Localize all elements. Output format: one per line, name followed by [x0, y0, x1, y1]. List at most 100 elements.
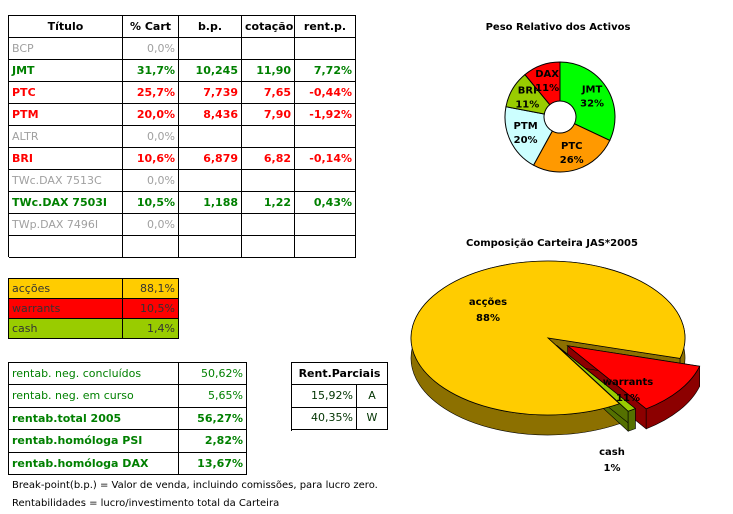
table-cell	[9, 236, 123, 258]
pie-slice	[556, 345, 637, 412]
slice-value-label: 11%	[515, 100, 539, 111]
table-cell: TWc.DAX 7513C	[9, 170, 123, 192]
table-cell: TWc.DAX 7503I	[9, 192, 123, 214]
table-cell	[295, 214, 356, 236]
table-cell: 20,0%	[123, 104, 179, 126]
table: Rent.Parciais 15,92% A 40,35% W	[291, 362, 388, 431]
table-cell	[295, 236, 356, 258]
slice-label: BRI	[518, 86, 537, 97]
donut-slice	[532, 123, 611, 173]
slice-label: JMT	[581, 85, 603, 96]
table-cell	[179, 38, 242, 60]
donut-slice	[504, 106, 553, 166]
table-cell: cotação	[242, 16, 295, 38]
table: rentab. neg. concluídos 50,62% rentab. neg…	[8, 362, 247, 475]
table-cell	[295, 170, 356, 192]
table-cell: 0,0%	[123, 214, 179, 236]
table-cell: rentab.total 2005	[9, 407, 179, 431]
table-cell: 7,65	[242, 82, 295, 104]
table-cell: rentab.homóloga DAX	[9, 452, 179, 475]
slice-value-label: 1%	[604, 463, 621, 474]
table-cell	[242, 38, 295, 60]
table-cell: 6,879	[179, 148, 242, 170]
table-cell: Título	[9, 16, 123, 38]
donut-slice	[559, 61, 616, 142]
table-cell	[295, 38, 356, 60]
table-cell: 1,22	[242, 192, 295, 214]
table-cell: Rent.Parciais	[292, 363, 388, 385]
table-cell	[242, 236, 295, 258]
slice-label: PTM	[514, 121, 538, 132]
slice-label: cash	[599, 447, 625, 458]
table-cell	[179, 126, 242, 148]
slice-side	[627, 408, 636, 432]
table-cell	[123, 236, 179, 258]
table-cell: PTC	[9, 82, 123, 104]
table-cell: rentab. neg. concluídos	[9, 363, 179, 386]
table: acções 88,1% warrants 10,5% cash 1,4%	[8, 278, 179, 339]
table-cell: BRI	[9, 148, 123, 170]
table-cell: rent.p.	[295, 16, 356, 38]
table-cell: rentab. neg. em curso	[9, 385, 179, 408]
slice-value-label: 11%	[616, 393, 640, 404]
table-cell: 2,82%	[179, 430, 247, 453]
table-cell: 0,43%	[295, 192, 356, 214]
table-cell: 1,188	[179, 192, 242, 214]
table-cell: 10,6%	[123, 148, 179, 170]
table-cell: 6,82	[242, 148, 295, 170]
table-cell: 40,35%	[292, 407, 357, 430]
table-cell: 0,0%	[123, 126, 179, 148]
note: Rentabilidades = lucro/investimento tota…	[12, 498, 280, 509]
table-cell: warrants	[9, 299, 123, 319]
table-cell	[179, 170, 242, 192]
table-cell: -1,92%	[295, 104, 356, 126]
table-cell: 7,739	[179, 82, 242, 104]
table-cell: 11,90	[242, 60, 295, 82]
chart-title: Composição Carteira JAS*2005	[466, 238, 638, 249]
table-cell: 10,245	[179, 60, 242, 82]
donut-slice	[524, 61, 561, 106]
table-cell: % Cart	[123, 16, 179, 38]
table-cell: 5,65%	[179, 385, 247, 408]
table-cell: A	[357, 385, 388, 408]
slice-label: PTC	[561, 141, 583, 152]
table-cell: PTM	[9, 104, 123, 126]
table-cell: b.p.	[179, 16, 242, 38]
table-cell	[242, 214, 295, 236]
table-cell: 0,0%	[123, 38, 179, 60]
table-cell: BCP	[9, 38, 123, 60]
table-cell	[242, 126, 295, 148]
table-cell: W	[357, 407, 388, 430]
table-cell: JMT	[9, 60, 123, 82]
table-cell: 1,4%	[123, 319, 179, 339]
slice-value-label: 11%	[535, 83, 559, 94]
table-cell: 8,436	[179, 104, 242, 126]
slice-value-label: 32%	[580, 99, 604, 110]
table-cell: acções	[9, 279, 123, 299]
table-cell	[295, 126, 356, 148]
table-cell: 15,92%	[292, 385, 357, 408]
table-cell: rentab.homóloga PSI	[9, 430, 179, 453]
table-cell: 10,5%	[123, 192, 179, 214]
table-cell: 88,1%	[123, 279, 179, 299]
table-cell: 56,27%	[179, 407, 247, 431]
table-cell: 7,90	[242, 104, 295, 126]
table-cell: 0,0%	[123, 170, 179, 192]
table: Título% Cart b.p. cotação rent.p. BCP 0,0% JMT…	[8, 15, 356, 258]
slice-value-label: 26%	[560, 155, 584, 166]
table-cell	[179, 236, 242, 258]
table-cell: 13,67%	[179, 452, 247, 475]
note: Break-point(b.p.) = Valor de venda, incl…	[12, 480, 378, 491]
slice-label: DAX	[535, 69, 559, 80]
table-cell: -0,14%	[295, 148, 356, 170]
table-cell	[242, 170, 295, 192]
pie-slice	[566, 345, 701, 410]
table-cell: 7,72%	[295, 60, 356, 82]
slice-label: acções	[469, 297, 507, 308]
slice-label: warrants	[603, 377, 653, 388]
table-cell: 50,62%	[179, 363, 247, 386]
table-cell	[179, 214, 242, 236]
table-cell: TWp.DAX 7496I	[9, 214, 123, 236]
